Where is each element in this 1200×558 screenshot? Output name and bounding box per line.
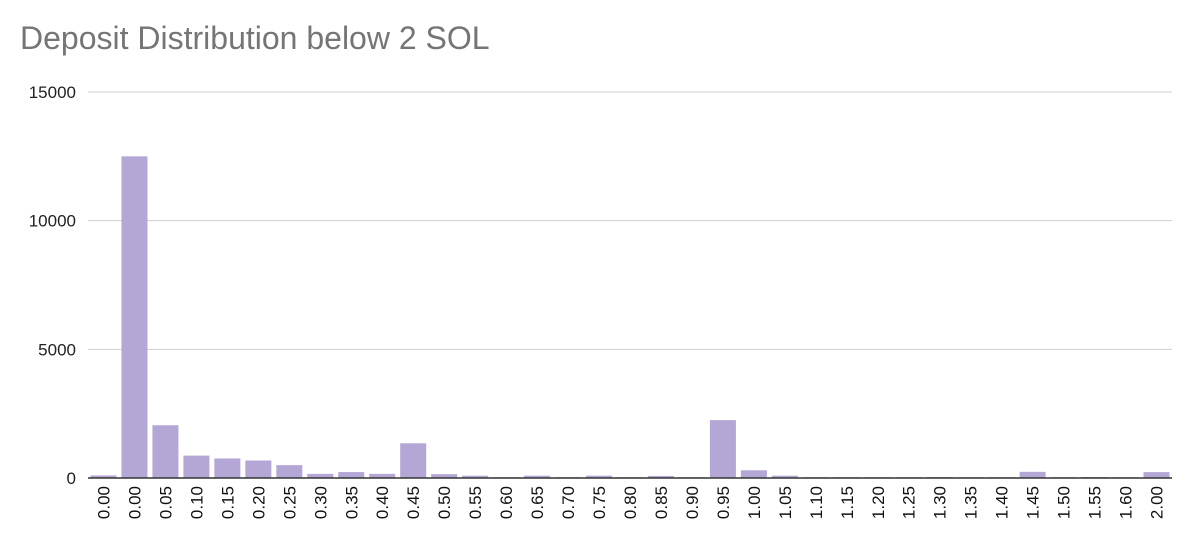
x-tick-label: 0.65 xyxy=(528,486,547,519)
x-tick-label: 0.30 xyxy=(311,486,330,519)
chart-title: Deposit Distribution below 2 SOL xyxy=(20,20,490,56)
bar xyxy=(586,475,613,478)
x-tick-label: 0.80 xyxy=(621,486,640,519)
x-tick-label: 1.20 xyxy=(869,486,888,519)
bar xyxy=(369,473,396,478)
x-tick-label: 1.50 xyxy=(1055,486,1074,519)
bar xyxy=(152,425,179,478)
x-tick-label: 0.40 xyxy=(373,486,392,519)
x-tick-label: 0.45 xyxy=(404,486,423,519)
bar xyxy=(307,473,334,478)
x-tick-label: 0.05 xyxy=(156,486,175,519)
x-tick-label: 0.10 xyxy=(187,486,206,519)
bar xyxy=(183,455,210,478)
bar xyxy=(709,420,736,478)
gridlines xyxy=(88,91,1172,350)
x-tick-label: 1.10 xyxy=(807,486,826,519)
bar xyxy=(1143,472,1170,478)
x-tick-label: 0.20 xyxy=(249,486,268,519)
x-tick-label: 1.60 xyxy=(1117,486,1136,519)
bar xyxy=(338,472,365,478)
x-tick-label: 0.00 xyxy=(125,486,144,519)
bar xyxy=(462,475,489,478)
x-tick-label: 1.35 xyxy=(962,486,981,519)
x-tick-label: 1.15 xyxy=(838,486,857,519)
x-tick-label: 0.35 xyxy=(342,486,361,519)
x-tick-label: 1.05 xyxy=(776,486,795,519)
bar xyxy=(1019,471,1046,478)
y-tick-label: 0 xyxy=(67,469,76,488)
bar xyxy=(245,460,272,478)
x-tick-label: 2.00 xyxy=(1148,486,1167,519)
bar xyxy=(214,458,241,478)
bar xyxy=(740,470,767,478)
x-tick-label: 0.15 xyxy=(218,486,237,519)
x-tick-label: 0.75 xyxy=(590,486,609,519)
bars xyxy=(90,156,1170,479)
y-tick-label: 15000 xyxy=(29,83,76,102)
x-tick-label: 0.60 xyxy=(497,486,516,519)
x-tick-label: 1.00 xyxy=(745,486,764,519)
x-tick-label: 1.55 xyxy=(1086,486,1105,519)
x-tick-label: 0.95 xyxy=(714,486,733,519)
bar xyxy=(90,475,117,478)
x-tick-label: 0.25 xyxy=(280,486,299,519)
x-tick-label: 0.85 xyxy=(652,486,671,519)
y-tick-label: 5000 xyxy=(38,340,76,359)
bar xyxy=(276,465,303,478)
y-axis-ticks: 0 5000 10000 15000 xyxy=(29,83,76,488)
x-tick-label: 1.30 xyxy=(931,486,950,519)
x-tick-label: 1.45 xyxy=(1024,486,1043,519)
bar xyxy=(647,475,674,478)
bar xyxy=(524,475,551,478)
bar xyxy=(431,474,458,478)
x-tick-label: 1.40 xyxy=(993,486,1012,519)
x-tick-label: 0.90 xyxy=(683,486,702,519)
y-tick-label: 10000 xyxy=(29,212,76,231)
x-tick-label: 0.50 xyxy=(435,486,454,519)
x-tick-label: 0.00 xyxy=(94,486,113,519)
bar xyxy=(400,443,427,478)
x-axis-ticks: 0.00 0.00 0.05 0.10 0.15 0.20 0.25 0.30 0.35 0.40… xyxy=(94,486,1166,519)
bar xyxy=(771,475,798,478)
x-tick-label: 1.25 xyxy=(900,486,919,519)
bar xyxy=(121,156,148,479)
x-tick-label: 0.70 xyxy=(559,486,578,519)
x-tick-label: 0.55 xyxy=(466,486,485,519)
